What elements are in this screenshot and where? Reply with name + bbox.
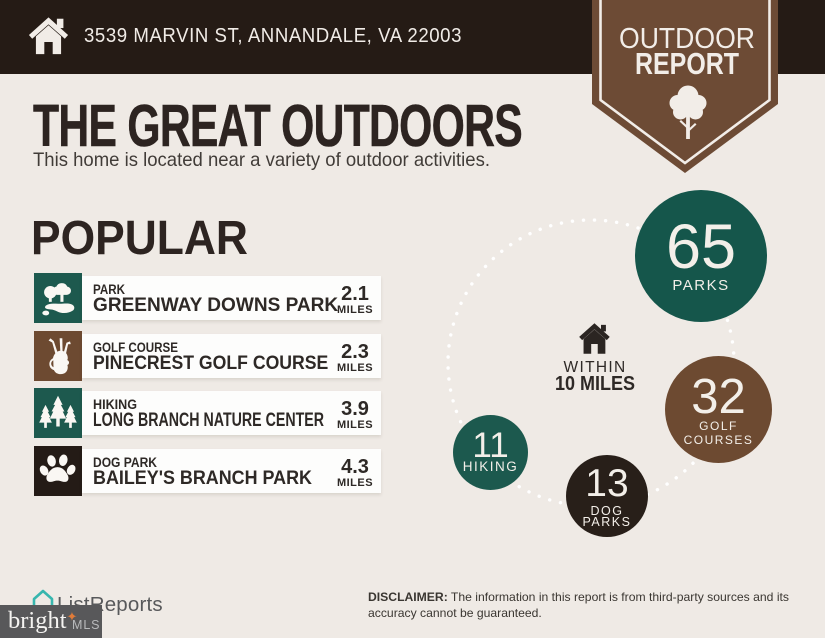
- svg-text:REPORT: REPORT: [635, 46, 739, 81]
- svg-text:OUTDOOR: OUTDOOR: [619, 23, 755, 55]
